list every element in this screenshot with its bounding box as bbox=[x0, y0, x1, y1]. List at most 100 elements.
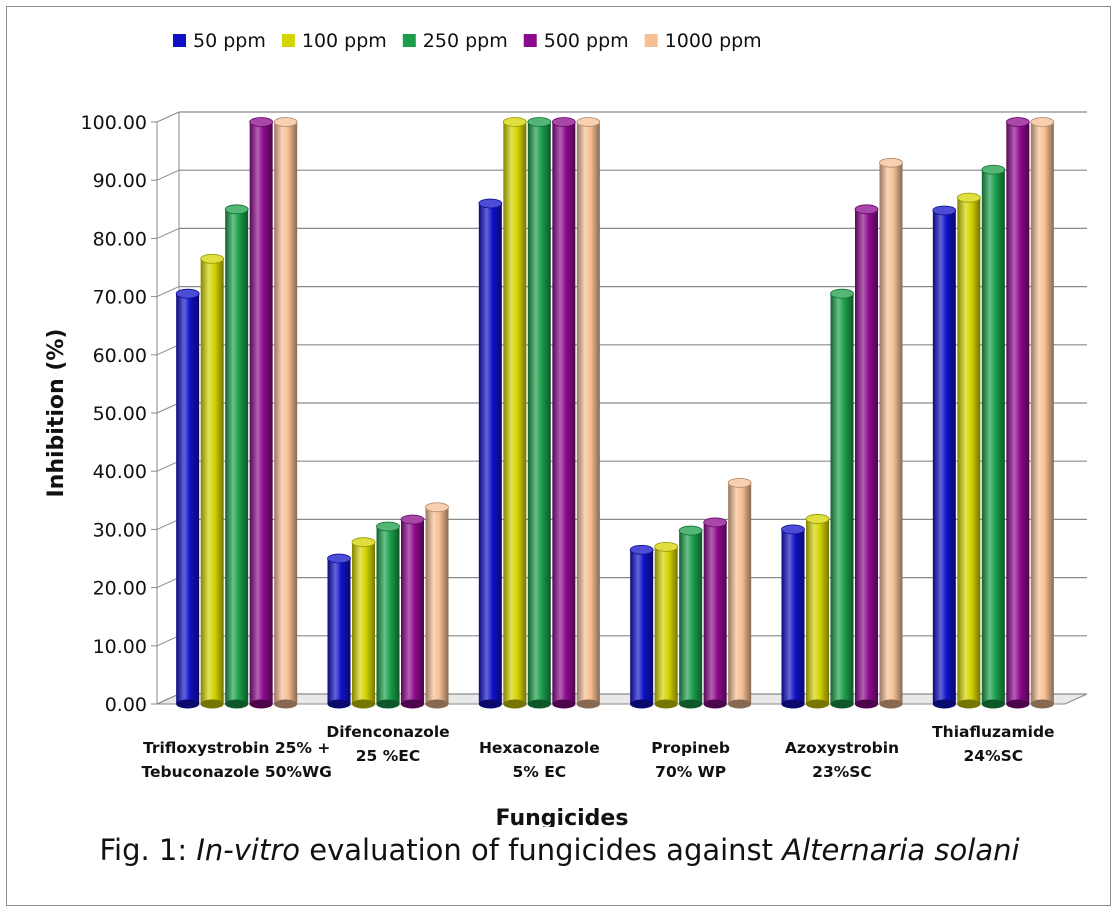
bar-base bbox=[503, 699, 527, 709]
y-tick-label: 0.00 bbox=[105, 694, 147, 716]
y-tick-label: 10.00 bbox=[93, 636, 147, 658]
bar-top bbox=[805, 514, 830, 524]
bar-top bbox=[273, 117, 298, 127]
bar bbox=[425, 507, 449, 704]
gridline-depth bbox=[156, 518, 180, 530]
bar-top bbox=[703, 517, 728, 528]
bar bbox=[781, 529, 805, 704]
bar bbox=[225, 209, 249, 705]
x-tick-label: 70% WP bbox=[655, 763, 726, 781]
bar-top bbox=[956, 192, 981, 203]
caption-middle: evaluation of fungicides against bbox=[300, 833, 783, 867]
bar-base bbox=[527, 699, 551, 709]
bar bbox=[830, 293, 854, 704]
bar-base bbox=[274, 699, 298, 709]
bar bbox=[1030, 122, 1054, 704]
bar-top bbox=[576, 117, 601, 127]
bar-base bbox=[806, 699, 829, 709]
legend-label: 500 ppm bbox=[544, 30, 629, 52]
bar-base bbox=[830, 699, 854, 709]
figure-caption: Fig. 1: In-vitro evaluation of fungicide… bbox=[7, 833, 1112, 867]
bar-top bbox=[551, 117, 576, 127]
bar-base bbox=[176, 699, 200, 709]
bar-top bbox=[351, 537, 376, 548]
gridline-depth bbox=[156, 460, 180, 472]
y-tick-label: 80.00 bbox=[93, 228, 147, 250]
bar-top bbox=[249, 117, 274, 127]
gridline-depth bbox=[156, 111, 180, 123]
bar-top bbox=[502, 117, 527, 127]
x-tick-label: 24%SC bbox=[964, 747, 1024, 765]
y-tick-label: 70.00 bbox=[93, 287, 147, 309]
x-tick-label: Trifloxystrobin 25% + bbox=[143, 739, 330, 757]
bar bbox=[352, 542, 375, 704]
bar-chart: 0.00 10.00 20.00 30.00 40.00 50.00 60.00 70.00 8… bbox=[44, 30, 1088, 827]
x-tick-label: Hexaconazole bbox=[479, 739, 600, 757]
bar-top bbox=[879, 157, 903, 168]
gridline-depth bbox=[156, 344, 180, 356]
x-tick-label: Propineb bbox=[651, 739, 730, 757]
y-tick-label: 90.00 bbox=[93, 170, 147, 192]
chart-frame: 0.00 10.00 20.00 30.00 40.00 50.00 60.00 70.00 8… bbox=[6, 6, 1111, 906]
bar-base bbox=[855, 699, 878, 709]
bar-base bbox=[576, 699, 600, 709]
bar bbox=[855, 209, 878, 705]
y-tick-label: 20.00 bbox=[93, 578, 147, 600]
bar-base bbox=[981, 699, 1005, 709]
bar-base bbox=[957, 699, 981, 709]
bar-base bbox=[401, 699, 424, 709]
bar bbox=[879, 162, 903, 705]
x-axis-title: Fungicides bbox=[496, 806, 629, 827]
legend-swatch bbox=[281, 34, 295, 47]
y-axis-title: Inhibition (%) bbox=[44, 329, 69, 498]
bar-top bbox=[200, 253, 225, 264]
bar bbox=[957, 197, 981, 704]
bar bbox=[703, 522, 727, 704]
bar bbox=[806, 518, 829, 704]
bar-top bbox=[854, 204, 879, 215]
bar-base bbox=[478, 699, 502, 709]
bar-base bbox=[1006, 699, 1030, 709]
y-tick-label: 60.00 bbox=[93, 345, 147, 367]
bar bbox=[932, 210, 956, 705]
bar-base bbox=[728, 699, 752, 709]
bar bbox=[401, 519, 424, 704]
bar bbox=[376, 526, 400, 704]
bar-top bbox=[629, 544, 654, 555]
bar bbox=[527, 122, 551, 704]
gridline-depth bbox=[156, 227, 180, 239]
bar-top bbox=[932, 205, 957, 216]
bar bbox=[576, 122, 600, 704]
bar-top bbox=[175, 288, 200, 299]
gridline-depth bbox=[156, 169, 180, 181]
bar-base bbox=[932, 699, 956, 709]
bar bbox=[274, 122, 298, 704]
bar-top bbox=[527, 117, 552, 127]
bar-top bbox=[830, 288, 854, 299]
bar-top bbox=[678, 525, 703, 536]
bar-base bbox=[225, 699, 249, 709]
gridline-depth bbox=[156, 577, 180, 589]
bar-base bbox=[552, 699, 576, 709]
bar bbox=[503, 122, 527, 704]
gridline-depth bbox=[156, 402, 180, 414]
bar bbox=[981, 169, 1005, 704]
x-tick-label: 23%SC bbox=[812, 763, 872, 781]
x-tick-label: 25 %EC bbox=[356, 747, 420, 765]
y-tick-label: 100.00 bbox=[81, 112, 147, 134]
legend-label: 1000 ppm bbox=[665, 30, 762, 52]
bar-base bbox=[781, 699, 805, 709]
bar-base bbox=[679, 699, 703, 709]
bar bbox=[728, 482, 752, 704]
bar-base bbox=[654, 699, 678, 709]
caption-italic-species: Alternaria solani bbox=[782, 833, 1020, 867]
legend-swatch bbox=[523, 34, 537, 47]
bar-top bbox=[1005, 117, 1030, 127]
legend-swatch bbox=[173, 34, 186, 47]
x-tick-label: Difenconazole bbox=[326, 723, 449, 741]
bar-top bbox=[400, 514, 425, 525]
bar-top bbox=[425, 502, 449, 513]
bar-base bbox=[703, 699, 727, 709]
bar-base bbox=[376, 699, 400, 709]
bar-top bbox=[654, 541, 679, 552]
